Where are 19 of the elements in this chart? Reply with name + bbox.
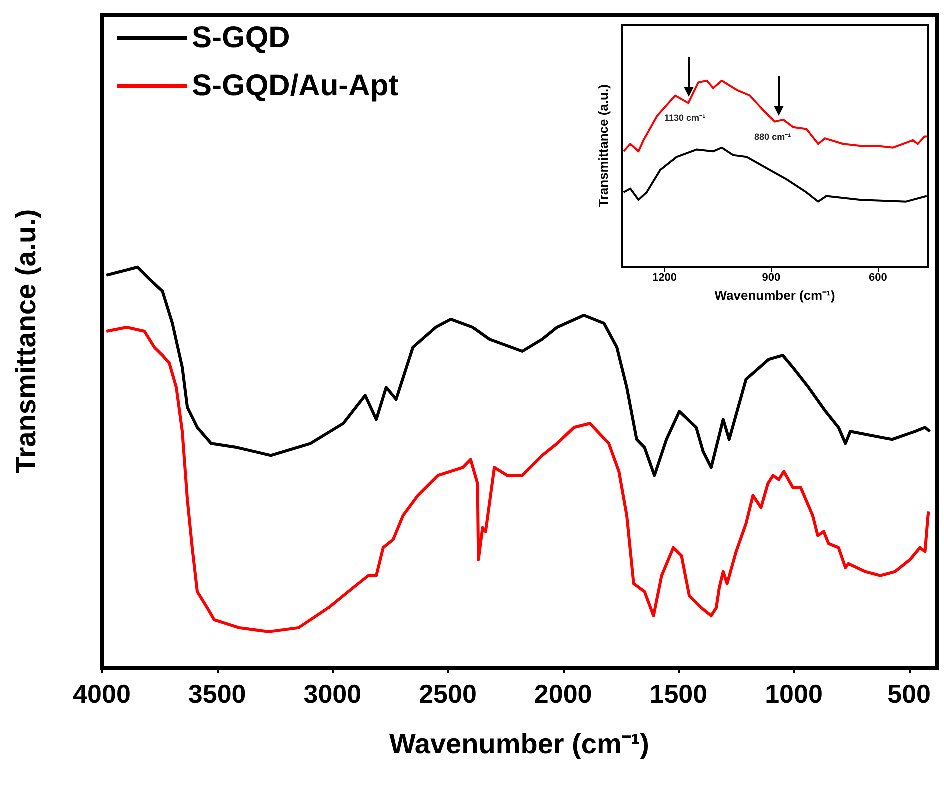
annotation: 880 cm⁻¹ bbox=[754, 130, 792, 143]
x-tick-label: 500 bbox=[888, 679, 932, 709]
y-axis-title: Transmittance (a.u.) bbox=[596, 84, 611, 208]
y-axis-title: Transmittance (a.u.) bbox=[10, 209, 42, 474]
x-tick-label: 1000 bbox=[765, 679, 823, 709]
annotation: 1130 cm⁻¹ bbox=[664, 112, 706, 124]
x-tick-label: 1500 bbox=[650, 679, 708, 709]
x-axis-title: Wavenumber (cm⁻¹) bbox=[389, 728, 650, 760]
legend-label: S-GQD bbox=[192, 22, 290, 54]
x-axis-title: Wavenumber (cm⁻¹) bbox=[714, 288, 836, 303]
x-tick-label: 2500 bbox=[419, 679, 477, 709]
legend-label: S-GQD/Au-Apt bbox=[192, 70, 399, 102]
x-tick-label: 2000 bbox=[534, 679, 592, 709]
x-tick-label: 3500 bbox=[188, 679, 246, 709]
x-tick-label: 1200 bbox=[652, 272, 677, 284]
x-tick-label: 3000 bbox=[304, 679, 362, 709]
x-tick-label: 900 bbox=[762, 272, 781, 284]
x-tick-label: 600 bbox=[869, 272, 888, 284]
x-tick-label: 4000 bbox=[73, 679, 131, 709]
